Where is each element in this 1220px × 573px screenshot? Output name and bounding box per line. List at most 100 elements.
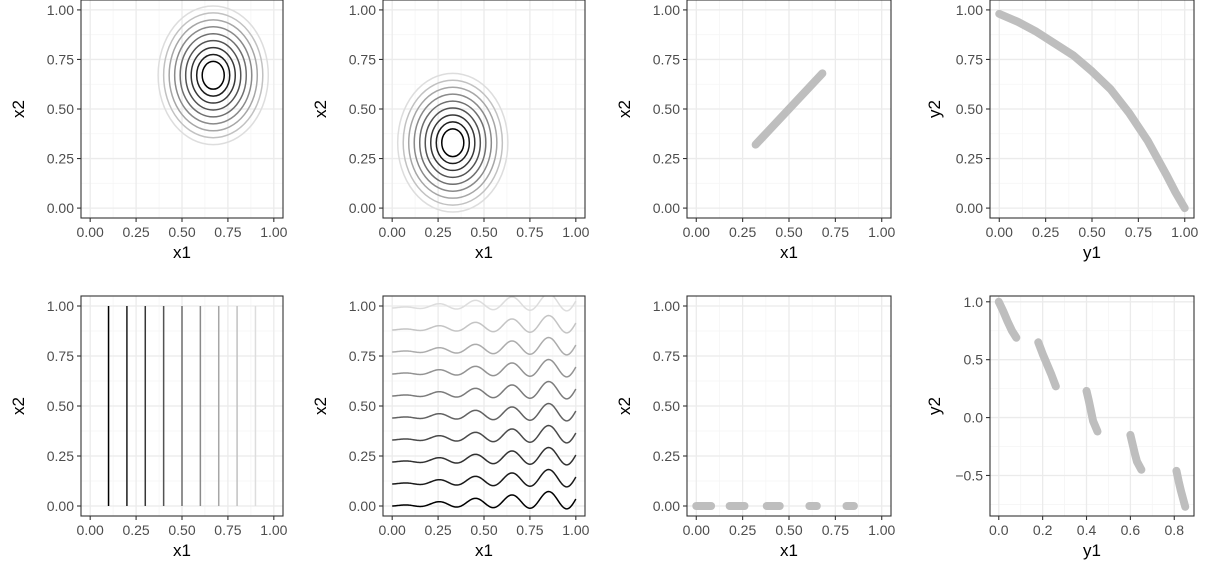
y-tick-label: 0.75 [956, 51, 983, 67]
x-tick-label: 0.6 [1121, 522, 1141, 538]
contour-line [179, 32, 248, 118]
front-segment [1172, 466, 1190, 511]
x-tick-label: 0.50 [1078, 224, 1105, 240]
x-tick-label: 0.00 [683, 522, 710, 538]
x-tick-label: 1.00 [868, 522, 895, 538]
y-tick-label: 0.00 [47, 200, 74, 216]
contour-line [392, 424, 577, 444]
x-tick-label: 0.00 [986, 224, 1013, 240]
contour-line [392, 358, 577, 378]
panel-p8: 0.0 0.2 0.4 0.6 0.8 −0.5 0.0 0.5 1.0 y1 y2 [925, 294, 1195, 560]
x-tick-label: 0.50 [775, 522, 802, 538]
y-tick-label: 0.00 [349, 498, 376, 514]
y-tick-label: 0.50 [47, 398, 74, 414]
x-tick-label: 0.50 [775, 224, 802, 240]
y-tick-label: 0.25 [956, 151, 983, 167]
x-tick-label: 0.2 [1033, 522, 1053, 538]
y-axis-title: x2 [9, 397, 28, 415]
y-tick-label: 0.25 [653, 151, 680, 167]
x-tick-label: 0.25 [1032, 224, 1059, 240]
y-tick-label: 1.00 [653, 298, 680, 314]
grid [687, 0, 891, 218]
x-tick-label: 0.0 [989, 522, 1009, 538]
x-axis-title: y1 [1083, 541, 1101, 560]
contour-line [392, 402, 577, 422]
panel-p2: 0.00 0.25 0.50 0.75 1.00 0.00 0.25 0.50 0.75 1.00… [311, 0, 590, 262]
contour-line [195, 53, 231, 97]
x-tick-label: 0.00 [683, 224, 710, 240]
data-layer [995, 9, 1189, 213]
y-axis-title: x2 [311, 100, 330, 118]
data-layer [994, 297, 1190, 511]
panel-p4: 0.00 0.25 0.50 0.75 1.00 0.00 0.25 0.50 0.75 1.00… [925, 0, 1199, 262]
y-tick-label: 0.00 [653, 498, 680, 514]
data-layer [107, 306, 257, 506]
grid [81, 0, 283, 218]
x-axis-title: y1 [1083, 243, 1101, 262]
contour-line [162, 12, 264, 139]
y-tick-label: 0.25 [349, 151, 376, 167]
contour-line [157, 5, 270, 146]
contour-line [396, 72, 509, 213]
x-tick-label: 1.00 [1171, 224, 1198, 240]
x-axis-title: x1 [173, 541, 191, 560]
y-tick-label: 0.50 [349, 101, 376, 117]
y-tick-label: 1.00 [349, 2, 376, 18]
contour-line [392, 380, 577, 400]
y-tick-label: 1.00 [47, 2, 74, 18]
contour-line [392, 336, 577, 356]
grid [990, 0, 1194, 218]
x-tick-label: 0.75 [516, 522, 543, 538]
contour-line [407, 86, 498, 199]
y-tick-label: 0.5 [964, 352, 984, 368]
y-tick-label: 0.75 [653, 348, 680, 364]
data-layer [392, 296, 577, 510]
y-tick-label: 0.00 [956, 200, 983, 216]
x-tick-label: 0.50 [168, 522, 195, 538]
y-tick-label: 0.75 [349, 348, 376, 364]
x-axis-title: x1 [475, 541, 493, 560]
x-axis-title: x1 [780, 243, 798, 262]
front-segment [751, 69, 827, 149]
y-tick-label: 0.50 [653, 398, 680, 414]
x-tick-label: 0.25 [122, 522, 149, 538]
x-tick-label: 0.75 [822, 224, 849, 240]
y-tick-label: 0.50 [956, 101, 983, 117]
y-axis-title: y2 [925, 100, 944, 118]
y-tick-label: 1.00 [653, 2, 680, 18]
x-tick-label: 0.50 [168, 224, 195, 240]
x-tick-label: 0.25 [424, 224, 451, 240]
y-tick-label: 0.00 [653, 200, 680, 216]
x-tick-label: 0.25 [122, 224, 149, 240]
x-tick-label: 0.75 [822, 522, 849, 538]
y-tick-label: 0.50 [653, 101, 680, 117]
y-tick-label: 0.50 [349, 398, 376, 414]
y-axis-title: x2 [615, 100, 634, 118]
contour-line [190, 46, 237, 104]
contour-line [392, 490, 577, 510]
y-tick-label: 0.00 [349, 200, 376, 216]
panel-border [989, 295, 1195, 517]
y-tick-label: 0.75 [47, 51, 74, 67]
y-tick-label: 0.00 [47, 498, 74, 514]
x-tick-label: 0.50 [470, 224, 497, 240]
y-tick-label: 1.0 [964, 294, 984, 310]
contour-line [168, 19, 259, 132]
panel-p6: 0.00 0.25 0.50 0.75 1.00 0.00 0.25 0.50 0.75 1.00… [311, 295, 590, 560]
x-tick-label: 1.00 [868, 224, 895, 240]
y-tick-label: 1.00 [956, 2, 983, 18]
y-axis-title: x2 [615, 397, 634, 415]
x-tick-label: 0.4 [1077, 522, 1097, 538]
grid [687, 296, 891, 516]
x-tick-label: 1.00 [260, 522, 287, 538]
contour-line [392, 468, 577, 488]
x-axis-title: x1 [475, 243, 493, 262]
x-axis-title: x1 [173, 243, 191, 262]
y-tick-label: 0.25 [47, 151, 74, 167]
panel-p3: 0.00 0.25 0.50 0.75 1.00 0.00 0.25 0.50 0.75 1.00… [615, 0, 896, 262]
front-segment [1082, 386, 1102, 436]
x-tick-label: 1.00 [260, 224, 287, 240]
y-tick-label: 0.50 [47, 101, 74, 117]
contour-line [413, 93, 493, 192]
y-tick-label: −0.5 [955, 467, 983, 483]
